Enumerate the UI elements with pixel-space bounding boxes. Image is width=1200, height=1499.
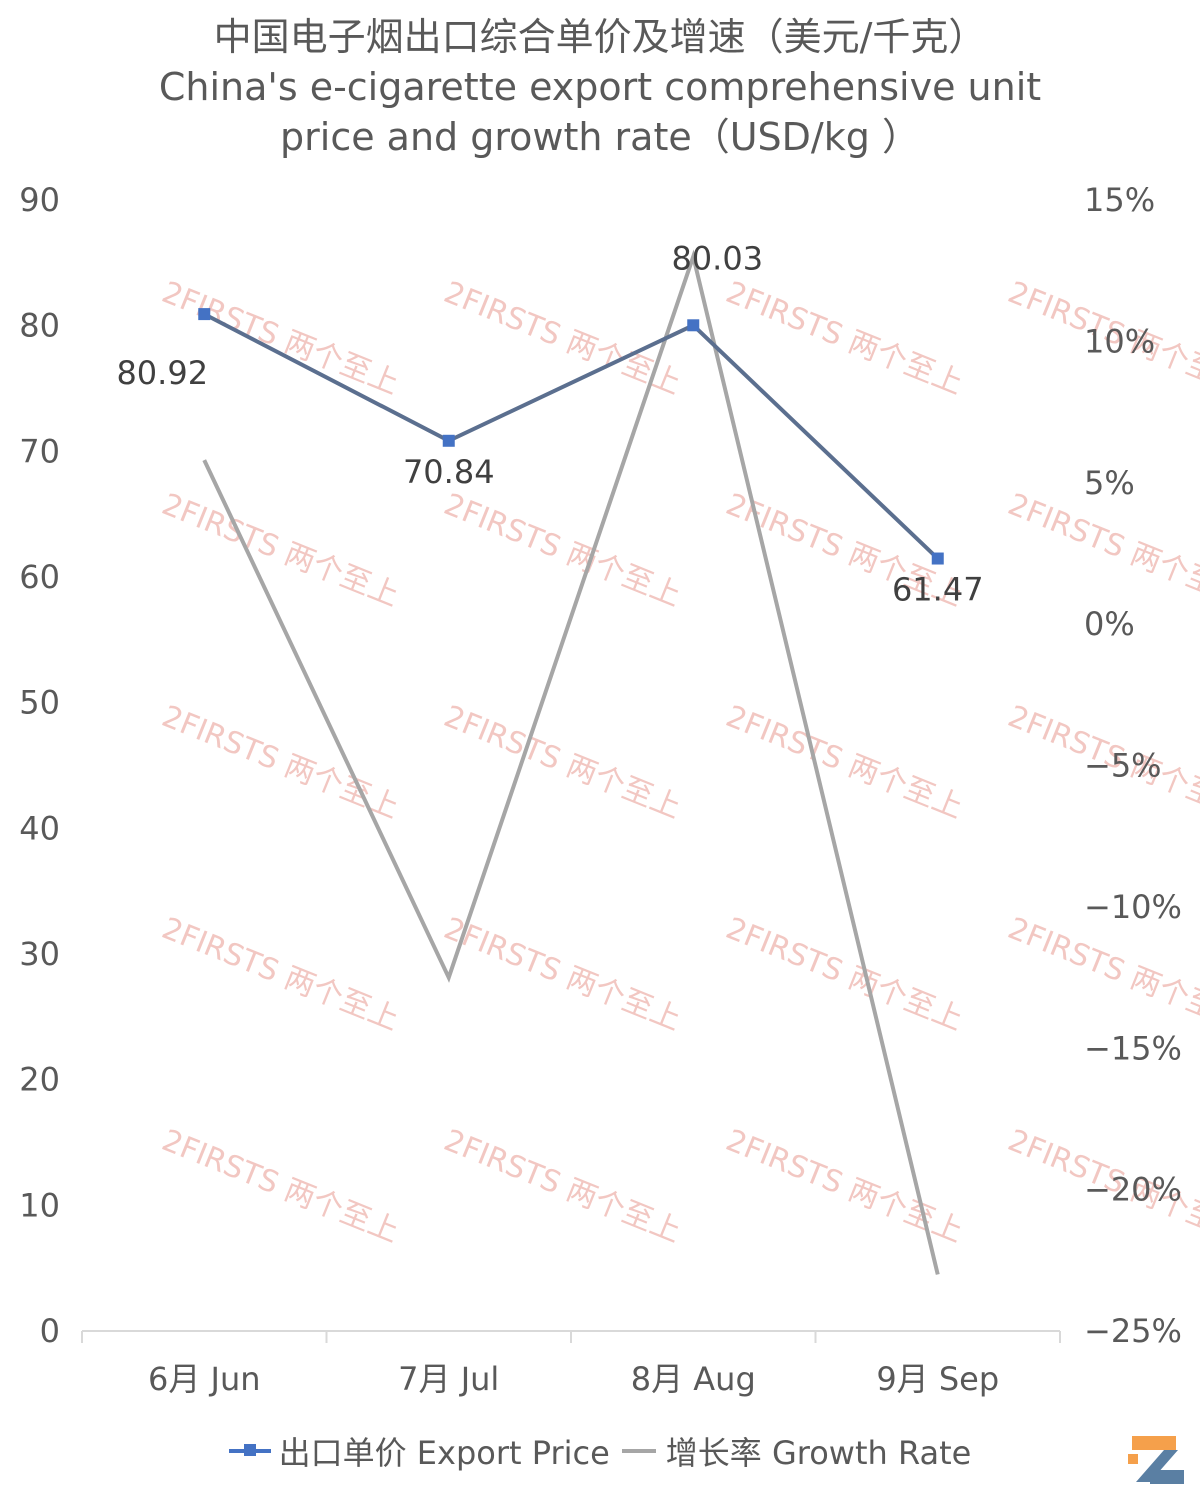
y-left-tick-6: 60 [19, 558, 60, 596]
x-tick-label-0: 6月 Jun [148, 1360, 261, 1398]
legend-price-label: 出口单价 Export Price [278, 1434, 610, 1472]
watermark-4-0: 2FIRSTS 两个至上 [157, 1123, 404, 1250]
growth-rate-line [202, 249, 940, 1275]
chart-title-en-2: price and growth rate（USD/kg ） [280, 115, 920, 159]
chart-title-zh: 中国电子烟出口综合单价及增速（美元/千克） [213, 15, 987, 59]
y-right-tick-6: 5% [1084, 464, 1135, 502]
y-right-tick-2: −15% [1084, 1029, 1182, 1067]
watermark-3-1: 2FIRSTS 两个至上 [439, 911, 686, 1038]
legend: 出口单价 Export Price 增长率 Growth Rate [0, 1428, 1200, 1474]
legend-rate-marker [621, 1449, 656, 1453]
x-tick-label-1: 7月 Jul [398, 1360, 499, 1398]
watermark-1-0: 2FIRSTS 两个至上 [157, 487, 404, 614]
y-left-tick-3: 30 [19, 935, 60, 973]
line-chart: 2FIRSTS 两个至上 2FIRSTS 两个至上 2FIRSTS 两个至上 2FIR… [19, 181, 1200, 1398]
x-tick-label-2: 8月 Aug [631, 1360, 756, 1398]
watermark-3-0: 2FIRSTS 两个至上 [157, 911, 404, 1038]
export-price-point-1 [442, 434, 455, 447]
chart-title: 中国电子烟出口综合单价及增速（美元/千克） China's e-cigarett… [0, 12, 1200, 162]
legend-rate-label: 增长率 Growth Rate [665, 1434, 972, 1472]
export-price-point-3 [931, 552, 944, 565]
watermark-4-1: 2FIRSTS 两个至上 [439, 1123, 686, 1250]
y-right-tick-3: −10% [1084, 888, 1182, 926]
watermark-4-2: 2FIRSTS 两个至上 [721, 1123, 968, 1250]
watermark-0-2: 2FIRSTS 两个至上 [721, 275, 968, 402]
watermark-1-1: 2FIRSTS 两个至上 [439, 487, 686, 614]
y-left-tick-8: 80 [19, 307, 60, 345]
y-right-tick-8: 15% [1084, 181, 1155, 219]
y-left-tick-5: 50 [19, 684, 60, 722]
y-left-tick-2: 20 [19, 1061, 60, 1099]
watermark-3-2: 2FIRSTS 两个至上 [721, 911, 968, 1038]
y-left-tick-4: 40 [19, 809, 60, 847]
x-tick-label-3: 9月 Sep [876, 1360, 999, 1398]
y-left-tick-1: 10 [19, 1186, 60, 1224]
y-left-tick-7: 70 [19, 432, 60, 470]
legend-price-marker [228, 1444, 271, 1456]
export-price-line [203, 312, 940, 560]
y-right-tick-1: −20% [1084, 1171, 1182, 1209]
y-right-tick-4: −5% [1084, 747, 1162, 785]
watermark-3-3: 2FIRSTS 两个至上 [1003, 911, 1200, 1038]
y-left-tick-0: 0 [40, 1312, 60, 1350]
export-price-data-label-3: 61.47 [892, 571, 984, 609]
y-right-tick-0: −25% [1084, 1312, 1182, 1350]
watermark-1-3: 2FIRSTS 两个至上 [1003, 487, 1200, 614]
export-price-point-2 [687, 319, 700, 332]
export-price-data-label-1: 70.84 [403, 453, 495, 491]
y-right-tick-5: 0% [1084, 605, 1135, 643]
export-price-data-label-0: 80.92 [116, 354, 208, 392]
y-left-tick-9: 90 [19, 181, 60, 219]
watermark-2-2: 2FIRSTS 两个至上 [721, 699, 968, 826]
brand-logo-icon [1128, 1436, 1184, 1484]
export-price-data-label-2: 80.03 [671, 239, 763, 277]
export-price-point-0 [198, 308, 211, 321]
watermark-2-1: 2FIRSTS 两个至上 [439, 699, 686, 826]
y-right-tick-7: 10% [1084, 322, 1155, 360]
chart-title-en-1: China's e-cigarette export comprehensive… [158, 65, 1042, 109]
